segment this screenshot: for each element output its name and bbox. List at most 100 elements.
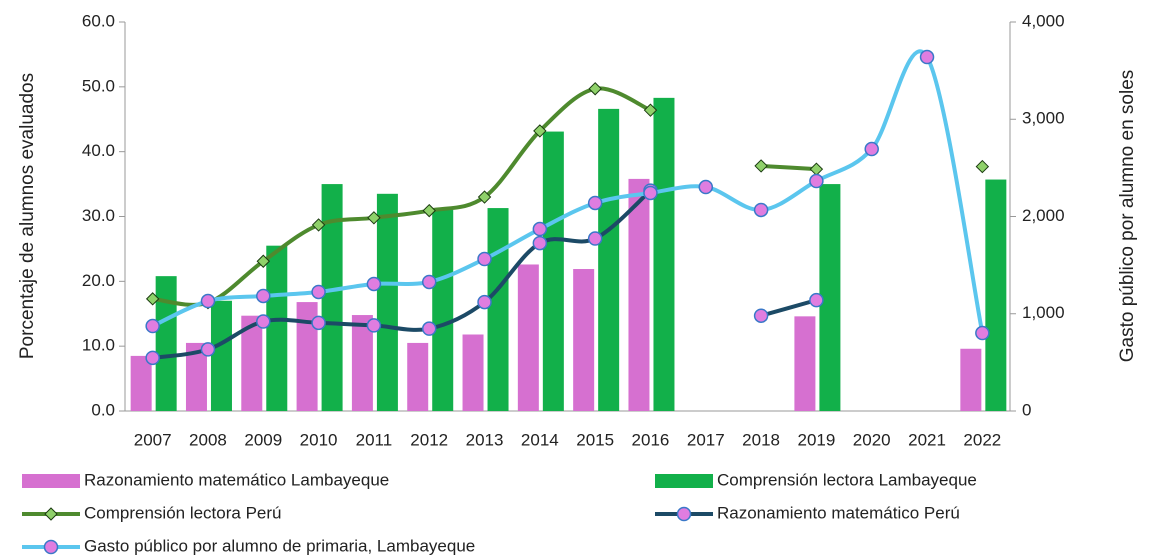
point	[588, 82, 602, 96]
legend-marker	[676, 506, 692, 522]
point	[533, 124, 547, 138]
point	[809, 173, 824, 189]
y-tick-label: 30.0	[82, 206, 115, 225]
x-tick-label: 2012	[410, 430, 448, 449]
bar	[542, 131, 564, 411]
y-tick-label: 40.0	[82, 141, 115, 160]
x-tick-label: 2021	[908, 430, 946, 449]
x-tick-label: 2016	[632, 430, 670, 449]
bar	[321, 184, 343, 411]
point	[587, 231, 603, 246]
y2-tick-label: 4,000	[1022, 11, 1065, 30]
point	[256, 288, 271, 304]
point	[587, 195, 603, 211]
x-tick-label: 2014	[521, 430, 559, 449]
point	[532, 221, 548, 237]
point	[753, 202, 769, 218]
y-tick-label: 50.0	[82, 76, 115, 95]
bar	[487, 208, 509, 411]
x-tick-label: 2009	[244, 430, 282, 449]
y2-tick-label: 0	[1022, 400, 1031, 419]
bar	[296, 302, 318, 411]
bar	[985, 179, 1007, 411]
point	[809, 292, 824, 308]
bar	[653, 97, 675, 411]
bar	[432, 210, 454, 411]
point	[754, 159, 768, 173]
legend-swatch	[655, 474, 713, 488]
bar	[266, 245, 288, 411]
point	[311, 218, 326, 232]
bar	[210, 300, 232, 411]
point	[421, 274, 437, 290]
legend-label: Comprensión lectora Perú	[84, 503, 281, 522]
point	[421, 321, 437, 336]
y2-tick-label: 3,000	[1022, 109, 1065, 128]
x-tick-label: 2015	[576, 430, 614, 449]
x-tick-label: 2019	[797, 430, 835, 449]
x-tick-label: 2010	[300, 430, 338, 449]
bar	[241, 315, 263, 411]
legend-label: Razonamiento matemático Perú	[717, 503, 960, 522]
point	[477, 251, 492, 267]
bar	[185, 342, 207, 411]
bar	[462, 334, 484, 411]
x-tick-label: 2013	[466, 430, 504, 449]
bar	[628, 178, 650, 411]
y-tick-label: 0.0	[91, 400, 115, 419]
y2-tick-label: 1,000	[1022, 303, 1065, 322]
point	[643, 185, 658, 201]
point	[256, 254, 270, 268]
bar	[407, 342, 429, 411]
bar	[351, 315, 373, 411]
legend-label: Gasto público por alumno de primaria, La…	[84, 536, 475, 555]
point	[200, 342, 216, 357]
bar	[155, 276, 177, 411]
legend-swatch	[22, 474, 80, 488]
bar	[130, 355, 152, 411]
point	[864, 141, 879, 157]
point	[311, 284, 326, 300]
x-tick-label: 2008	[189, 430, 227, 449]
point	[311, 315, 326, 331]
point	[145, 292, 160, 306]
y-tick-label: 20.0	[82, 271, 115, 290]
point	[919, 49, 935, 65]
point	[200, 293, 216, 309]
x-tick-label: 2017	[687, 430, 725, 449]
point	[643, 103, 658, 117]
point	[145, 318, 160, 334]
bar	[794, 316, 816, 411]
point	[145, 350, 160, 366]
point	[532, 235, 548, 251]
y-tick-label: 10.0	[82, 336, 115, 355]
x-tick-label: 2011	[356, 430, 393, 449]
point	[367, 211, 381, 225]
x-tick-label: 2018	[742, 430, 780, 449]
bar	[573, 269, 595, 411]
bar	[819, 184, 841, 411]
legend-marker	[43, 539, 59, 555]
x-tick-label: 2007	[134, 430, 172, 449]
x-tick-label: 2020	[853, 430, 891, 449]
point	[753, 308, 769, 323]
point	[366, 318, 382, 333]
y2-tick-label: 2,000	[1022, 206, 1065, 225]
bar	[598, 108, 620, 412]
point	[256, 314, 271, 329]
point	[975, 159, 990, 174]
point	[422, 203, 436, 218]
x-tick-label: 2022	[963, 430, 1001, 449]
legend-marker	[44, 507, 58, 521]
point	[698, 179, 714, 195]
point	[975, 325, 990, 341]
y-axis-title: Porcentaje de alumnos evaluados	[17, 73, 38, 359]
legend-label: Razonamiento matemático Lambayeque	[84, 470, 389, 489]
bar	[376, 193, 398, 411]
point	[366, 276, 382, 292]
y-tick-label: 60.0	[82, 11, 115, 30]
point	[809, 162, 824, 176]
point	[477, 190, 492, 204]
